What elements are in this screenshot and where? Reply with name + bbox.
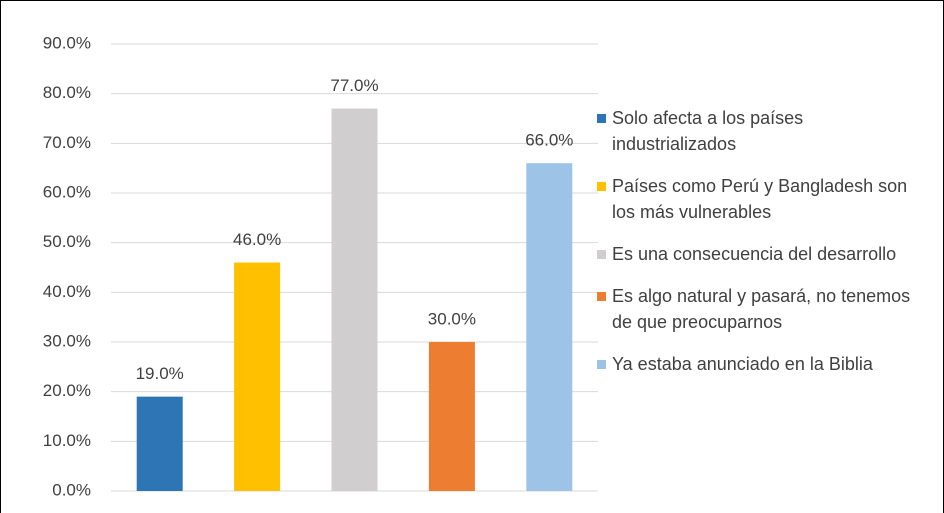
legend-label: Es una consecuencia del desarrollo <box>612 244 897 264</box>
y-tick-label: 90.0% <box>43 33 91 52</box>
y-tick-label: 80.0% <box>43 83 91 102</box>
y-tick-label: 40.0% <box>43 282 91 301</box>
legend-item: Es algo natural y pasará, no tenemos de … <box>597 283 932 335</box>
y-tick-label: 60.0% <box>43 182 91 201</box>
y-tick-label: 0.0% <box>52 480 91 499</box>
bar <box>526 163 573 491</box>
legend-swatch <box>597 114 606 123</box>
y-tick-label: 50.0% <box>43 232 91 251</box>
data-label: 77.0% <box>330 76 378 95</box>
bar <box>136 396 183 491</box>
y-tick-label: 10.0% <box>43 431 91 450</box>
legend: Solo afecta a los países industrializado… <box>597 105 932 377</box>
legend-label: Países como Perú y Bangladesh son los má… <box>612 176 908 222</box>
legend-item: Ya estaba anunciado en la Biblia <box>597 351 932 377</box>
y-tick-label: 70.0% <box>43 133 91 152</box>
legend-swatch <box>597 360 606 369</box>
legend-label: Ya estaba anunciado en la Biblia <box>612 354 873 374</box>
bar <box>234 262 281 491</box>
legend-label: Solo afecta a los países industrializado… <box>612 108 804 154</box>
legend-item: Es una consecuencia del desarrollo <box>597 241 932 267</box>
y-tick-label: 20.0% <box>43 381 91 400</box>
legend-swatch <box>597 182 606 191</box>
data-label: 66.0% <box>525 131 573 150</box>
data-label: 46.0% <box>233 230 281 249</box>
legend-item: Solo afecta a los países industrializado… <box>597 105 932 157</box>
data-label: 30.0% <box>428 309 476 328</box>
legend-item: Países como Perú y Bangladesh son los má… <box>597 173 932 225</box>
y-tick-label: 30.0% <box>43 331 91 350</box>
legend-swatch <box>597 250 606 259</box>
data-label: 19.0% <box>136 364 184 383</box>
bar <box>428 342 475 491</box>
legend-label: Es algo natural y pasará, no tenemos de … <box>612 286 911 332</box>
bar <box>331 108 378 492</box>
legend-swatch <box>597 292 606 301</box>
